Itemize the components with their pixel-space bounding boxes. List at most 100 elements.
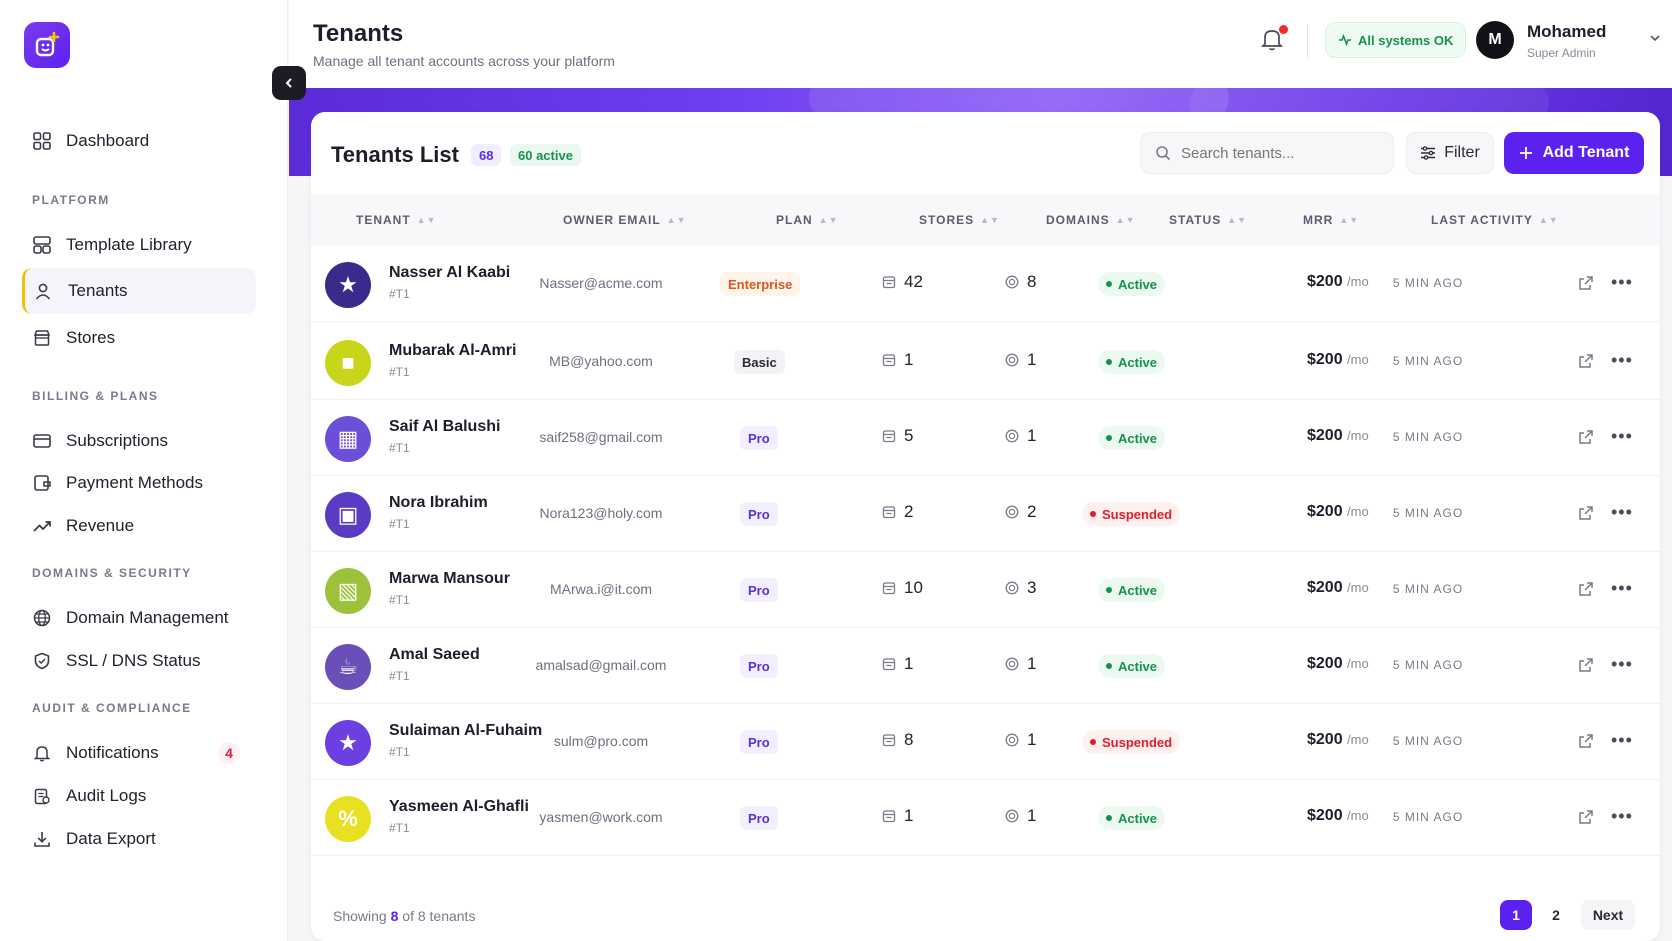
tenant-name[interactable]: Yasmeen Al-Ghafli xyxy=(389,798,529,815)
more-actions-button[interactable]: ••• xyxy=(1611,654,1633,675)
notifications-bell-icon[interactable] xyxy=(1259,26,1285,52)
tenant-name[interactable]: Mubarak Al-Amri xyxy=(389,342,517,359)
tenant-name[interactable]: Nasser Al Kaabi xyxy=(389,264,511,281)
chevron-down-icon[interactable] xyxy=(1649,32,1661,44)
page-1-button[interactable]: 1 xyxy=(1500,900,1532,930)
domains-value: 1 xyxy=(1027,730,1037,749)
app-logo[interactable] xyxy=(24,22,70,68)
status-badge: Active xyxy=(1098,806,1166,830)
sidebar-item-notifications[interactable]: Notifications 4 xyxy=(22,730,256,776)
column-header-last-activity[interactable]: LAST ACTIVITY ▲▼ xyxy=(1431,213,1559,227)
tenant-name[interactable]: Amal Saeed xyxy=(389,646,480,663)
sidebar-item-data-export[interactable]: Data Export xyxy=(22,816,256,862)
more-actions-button[interactable]: ••• xyxy=(1611,578,1633,599)
table-row[interactable]: ■ Mubarak Al-Amri #T1 MB@yahoo.com Basic 1 1 Ac… xyxy=(311,324,1660,400)
open-tenant-button[interactable] xyxy=(1577,428,1595,446)
user-name[interactable]: Mohamed xyxy=(1527,22,1607,41)
tenant-name[interactable]: Saif Al Balushi xyxy=(389,418,501,435)
add-tenant-button[interactable]: Add Tenant xyxy=(1504,132,1644,174)
domains-count: 2 xyxy=(1005,502,1036,522)
more-actions-button[interactable]: ••• xyxy=(1611,502,1633,523)
column-label: STATUS xyxy=(1169,213,1222,227)
search-icon xyxy=(1156,146,1171,161)
open-tenant-button[interactable] xyxy=(1577,504,1595,522)
column-header-domains[interactable]: DOMAINS ▲▼ xyxy=(1046,213,1136,227)
mrr-value: $200 /mo xyxy=(1307,273,1369,291)
open-tenant-button[interactable] xyxy=(1577,656,1595,674)
mrr-unit: /mo xyxy=(1347,656,1369,671)
tenant-name[interactable]: Marwa Mansour xyxy=(389,570,510,587)
search-input[interactable] xyxy=(1181,144,1381,162)
filter-label: Filter xyxy=(1444,144,1480,161)
more-actions-button[interactable]: ••• xyxy=(1611,272,1633,293)
globe-icon xyxy=(1005,505,1019,519)
open-tenant-button[interactable] xyxy=(1577,274,1595,292)
column-header-plan[interactable]: PLAN ▲▼ xyxy=(776,213,839,227)
search-box[interactable] xyxy=(1140,132,1394,174)
sidebar-item-label: Template Library xyxy=(66,235,192,254)
column-header-tenant[interactable]: TENANT ▲▼ xyxy=(356,213,437,227)
column-header-status[interactable]: STATUS ▲▼ xyxy=(1169,213,1247,227)
table-row[interactable]: ★ Nasser Al Kaabi #T1 Nasser@acme.com Enterp… xyxy=(311,246,1660,322)
building-icon: ▦ xyxy=(325,416,371,462)
sidebar-item-subscriptions[interactable]: Subscriptions xyxy=(22,418,256,464)
table-row[interactable]: ★ Sulaiman Al-Fuhaim #T1 sulm@pro.com Pro 8 1 S… xyxy=(311,704,1660,780)
sidebar-item-stores[interactable]: Stores xyxy=(22,315,256,361)
more-actions-button[interactable]: ••• xyxy=(1611,806,1633,827)
table-row[interactable]: ☕ Amal Saeed #T1 amalsad@gmail.com Pro 1 1 Acti… xyxy=(311,628,1660,704)
plan-badge: Pro xyxy=(740,654,778,678)
open-tenant-button[interactable] xyxy=(1577,732,1595,750)
filter-button[interactable]: Filter xyxy=(1406,132,1494,174)
user-avatar[interactable]: M xyxy=(1476,21,1514,59)
template-icon xyxy=(32,235,52,255)
sidebar-item-dashboard[interactable]: Dashboard xyxy=(22,118,256,164)
mrr-amount: $200 xyxy=(1307,273,1343,290)
store-icon xyxy=(882,506,896,519)
status-dot xyxy=(1106,815,1112,821)
add-tenant-label: Add Tenant xyxy=(1542,144,1630,161)
sidebar-item-label: Revenue xyxy=(66,516,135,535)
column-header-owner-email[interactable]: OWNER EMAIL ▲▼ xyxy=(563,213,687,227)
more-actions-button[interactable]: ••• xyxy=(1611,730,1633,751)
table-row[interactable]: ▦ Saif Al Balushi #T1 saif258@gmail.com Pro 5… xyxy=(311,400,1660,476)
tenant-name[interactable]: Nora Ibrahim xyxy=(389,494,488,511)
open-tenant-button[interactable] xyxy=(1577,352,1595,370)
page-2-button[interactable]: 2 xyxy=(1552,907,1560,923)
stores-value: 8 xyxy=(904,730,914,749)
sidebar-item-audit-logs[interactable]: Audit Logs xyxy=(22,773,256,819)
collapse-sidebar-button[interactable] xyxy=(272,66,306,100)
sidebar-item-template-library[interactable]: Template Library xyxy=(22,222,256,268)
column-header-stores[interactable]: STORES ▲▼ xyxy=(919,213,1000,227)
sidebar-item-label: Data Export xyxy=(66,829,156,848)
owner-email: MArwa.i@it.com xyxy=(549,581,653,597)
mrr-amount: $200 xyxy=(1307,807,1343,824)
mrr-unit: /mo xyxy=(1347,732,1369,747)
sort-icon: ▲▼ xyxy=(666,215,687,225)
plan-badge: Enterprise xyxy=(720,272,801,296)
mrr-amount: $200 xyxy=(1307,731,1343,748)
sidebar-item-ssl-dns[interactable]: SSL / DNS Status xyxy=(22,638,256,684)
plan-badge: Pro xyxy=(740,502,778,526)
store-icon xyxy=(882,658,896,671)
open-tenant-button[interactable] xyxy=(1577,580,1595,598)
table-row[interactable]: ▧ Marwa Mansour #T1 MArwa.i@it.com Pro 10 3 Act… xyxy=(311,552,1660,628)
table-row[interactable]: ▣ Nora Ibrahim #T1 Nora123@holy.com Pro 2 2 Sus… xyxy=(311,476,1660,552)
more-actions-button[interactable]: ••• xyxy=(1611,350,1633,371)
table-row[interactable]: % Yasmeen Al-Ghafli #T1 yasmen@work.com Pro 1… xyxy=(311,780,1660,856)
last-activity: 5 MIN AGO xyxy=(1392,810,1464,824)
domains-value: 8 xyxy=(1027,272,1037,291)
more-actions-button[interactable]: ••• xyxy=(1611,426,1633,447)
sidebar-item-payment-methods[interactable]: Payment Methods xyxy=(22,460,256,506)
next-page-button[interactable]: Next xyxy=(1581,900,1635,930)
sidebar-item-revenue[interactable]: Revenue xyxy=(22,503,256,549)
system-status-badge[interactable]: All systems OK xyxy=(1325,22,1467,58)
sidebar-item-domain-management[interactable]: Domain Management xyxy=(22,595,256,641)
sidebar-item-tenants[interactable]: Tenants xyxy=(22,268,256,314)
store-icon xyxy=(882,276,896,289)
column-header-mrr[interactable]: MRR ▲▼ xyxy=(1303,213,1359,227)
mrr-value: $200 /mo xyxy=(1307,427,1369,445)
open-tenant-button[interactable] xyxy=(1577,808,1595,826)
stores-count: 42 xyxy=(882,272,923,292)
mrr-value: $200 /mo xyxy=(1307,579,1369,597)
tenant-name[interactable]: Sulaiman Al-Fuhaim xyxy=(389,722,543,739)
